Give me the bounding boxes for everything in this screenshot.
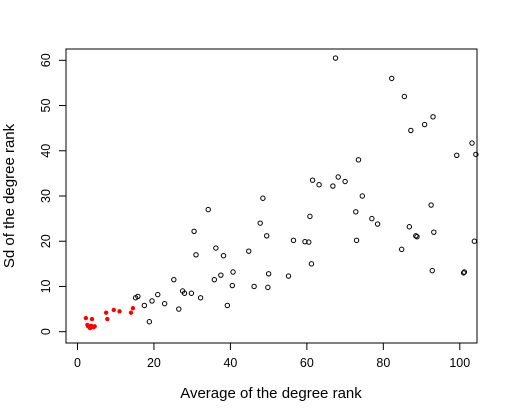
x-tick-label: 80 — [376, 356, 390, 370]
data-point — [332, 55, 339, 61]
data-point — [316, 181, 322, 188]
data-point — [454, 152, 460, 158]
highlight-point — [103, 310, 109, 315]
data-point — [146, 319, 153, 325]
data-point — [230, 269, 236, 275]
data-point — [309, 177, 316, 183]
x-tick-label: 100 — [449, 356, 470, 370]
data-point — [205, 206, 211, 213]
data-point — [285, 273, 292, 279]
highlight-point — [83, 315, 89, 321]
data-point — [193, 252, 199, 258]
highlight-point — [111, 307, 116, 313]
data-point — [257, 220, 263, 226]
data-point — [414, 234, 420, 240]
plot-box — [65, 48, 478, 344]
data-point — [220, 253, 227, 259]
data-point — [335, 174, 341, 180]
data-point — [471, 238, 478, 244]
data-point — [265, 271, 272, 277]
data-point — [421, 121, 428, 128]
y-axis-title: Sd of the degree rank — [1, 123, 18, 268]
x-axis: 0 20 40 60 80 100 — [74, 343, 470, 370]
y-axis: 0 10 20 30 40 50 60 — [39, 53, 66, 335]
data-point — [398, 246, 405, 253]
data-point — [171, 276, 177, 283]
highlight-point — [117, 309, 122, 314]
x-tick-label: 20 — [147, 356, 161, 370]
data-point — [355, 157, 362, 163]
data-point — [155, 291, 161, 298]
data-point — [229, 282, 236, 289]
y-tick-label: 10 — [39, 279, 53, 293]
data-point — [135, 293, 141, 300]
data-point — [218, 272, 224, 278]
data-point — [264, 233, 270, 239]
x-tick-label: 60 — [300, 356, 314, 370]
highlight-point — [89, 323, 94, 329]
data-point — [197, 295, 204, 301]
y-tick-label: 20 — [39, 234, 53, 248]
y-tick-label: 0 — [39, 328, 53, 335]
data-point — [188, 290, 195, 296]
data-point — [141, 302, 148, 309]
data-point — [149, 298, 155, 304]
data-points — [83, 55, 479, 331]
data-point — [181, 290, 188, 296]
highlight-point — [92, 324, 97, 329]
data-point — [430, 114, 436, 120]
y-tick-label: 40 — [39, 144, 53, 158]
data-point — [359, 193, 366, 199]
data-point — [413, 233, 419, 239]
data-point — [176, 306, 182, 312]
data-point — [461, 269, 468, 275]
data-point — [469, 140, 475, 146]
x-tick-label: 0 — [74, 356, 81, 370]
data-point — [161, 300, 168, 307]
data-point — [353, 209, 359, 215]
data-point — [460, 270, 467, 276]
data-point — [307, 213, 313, 220]
data-point — [429, 267, 435, 274]
highlight-point — [89, 316, 95, 322]
data-point — [224, 302, 231, 309]
data-point — [308, 261, 315, 267]
data-point — [473, 151, 479, 158]
data-point — [260, 195, 266, 201]
highlight-point — [105, 316, 110, 322]
data-point — [211, 276, 218, 283]
data-point — [265, 284, 271, 291]
data-point — [246, 248, 252, 254]
data-point — [431, 229, 437, 235]
data-point — [406, 224, 413, 230]
data-point — [353, 237, 360, 244]
data-point — [369, 215, 375, 222]
y-tick-label: 50 — [39, 99, 53, 113]
data-point — [374, 221, 381, 227]
data-point — [290, 237, 297, 244]
data-point — [306, 239, 312, 245]
highlight-point — [85, 322, 90, 328]
data-point — [302, 238, 308, 245]
highlight-point — [128, 310, 134, 315]
x-tick-label: 40 — [223, 356, 237, 370]
x-axis-title: Average of the degree rank — [180, 385, 362, 402]
data-point — [342, 178, 348, 185]
highlight-point — [130, 305, 136, 311]
data-point — [389, 75, 395, 82]
data-point — [428, 202, 434, 208]
y-tick-label: 30 — [39, 189, 53, 203]
data-point — [251, 283, 257, 290]
data-point — [408, 127, 414, 134]
data-point — [191, 228, 197, 234]
data-point — [213, 245, 219, 251]
y-tick-label: 60 — [39, 53, 53, 67]
data-point — [330, 183, 336, 189]
data-point — [401, 93, 408, 100]
